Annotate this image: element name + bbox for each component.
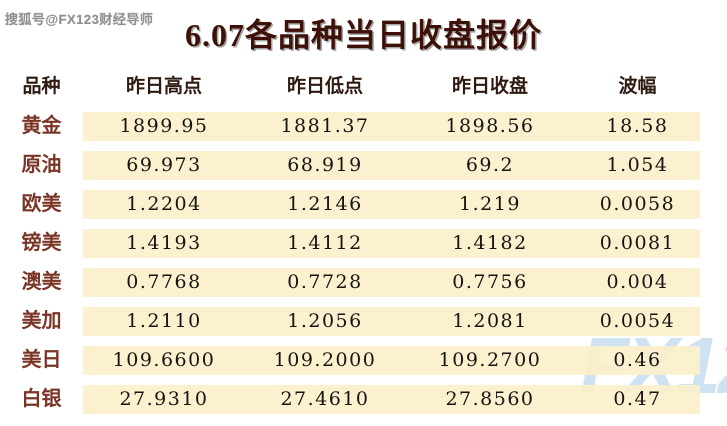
prev-low-value: 68.919 [245,151,405,180]
sohu-account-watermark: 搜狐号@FX123财经导师 [5,12,154,27]
prev-low-value: 27.4610 [245,385,405,414]
prev-high-value: 69.973 [83,151,245,180]
range-value: 0.46 [575,346,700,375]
column-header-product: 品种 [22,76,61,97]
column-header-prev-high: 昨日高点 [125,76,202,97]
table-row: 美加 1.2110 1.2056 1.2081 0.0054 [0,307,727,336]
product-name: 欧美 [21,193,62,215]
column-header-prev-low: 昨日低点 [286,76,363,97]
table-row: 镑美 1.4193 1.4112 1.4182 0.0081 [0,229,727,258]
prev-low-value: 0.7728 [245,268,405,297]
column-header-range: 波幅 [618,76,657,97]
table-row: 原油 69.973 68.919 69.2 1.054 [0,151,727,180]
prev-high-value: 109.6600 [83,346,245,375]
prev-low-value: 1.2146 [245,190,405,219]
prev-low-value: 1881.37 [245,112,405,141]
range-value: 1.054 [575,151,700,180]
prev-low-value: 1.4112 [245,229,405,258]
product-name: 白银 [21,388,62,410]
prev-close-value: 27.8560 [405,385,575,414]
range-value: 0.47 [575,385,700,414]
table-body: 黄金 1899.95 1881.37 1898.56 18.58 原油 69.9… [0,112,727,414]
prev-high-value: 1.4193 [83,229,245,258]
prev-close-value: 109.2700 [405,346,575,375]
product-name: 美加 [21,310,62,332]
prev-high-value: 1.2110 [83,307,245,336]
table-row: 美日 109.6600 109.2000 109.2700 0.46 [0,346,727,375]
range-value: 18.58 [575,112,700,141]
range-value: 0.0058 [575,190,700,219]
page-title: 6.07各品种当日收盘报价 [184,17,542,53]
product-name: 原油 [21,154,62,176]
prev-close-value: 1898.56 [405,112,575,141]
prev-high-value: 0.7768 [83,268,245,297]
table-header-row: 品种 昨日高点 昨日低点 昨日收盘 波幅 [0,74,727,100]
range-value: 0.004 [575,268,700,297]
prev-low-value: 1.2056 [245,307,405,336]
prev-high-value: 1.2204 [83,190,245,219]
prev-close-value: 0.7756 [405,268,575,297]
prev-close-value: 1.4182 [405,229,575,258]
column-header-prev-close: 昨日收盘 [451,76,528,97]
product-name: 澳美 [21,271,62,293]
product-name: 黄金 [21,115,62,137]
quotes-table: 品种 昨日高点 昨日低点 昨日收盘 波幅 黄金 1899.95 1881.37 … [0,74,727,424]
prev-close-value: 1.2081 [405,307,575,336]
product-name: 镑美 [21,232,62,254]
prev-high-value: 27.9310 [83,385,245,414]
table-row: 澳美 0.7768 0.7728 0.7756 0.004 [0,268,727,297]
range-value: 0.0054 [575,307,700,336]
range-value: 0.0081 [575,229,700,258]
table-row: 白银 27.9310 27.4610 27.8560 0.47 [0,385,727,414]
prev-low-value: 109.2000 [245,346,405,375]
prev-high-value: 1899.95 [83,112,245,141]
prev-close-value: 1.219 [405,190,575,219]
table-row: 黄金 1899.95 1881.37 1898.56 18.58 [0,112,727,141]
table-row: 欧美 1.2204 1.2146 1.219 0.0058 [0,190,727,219]
prev-close-value: 69.2 [405,151,575,180]
product-name: 美日 [21,349,62,371]
